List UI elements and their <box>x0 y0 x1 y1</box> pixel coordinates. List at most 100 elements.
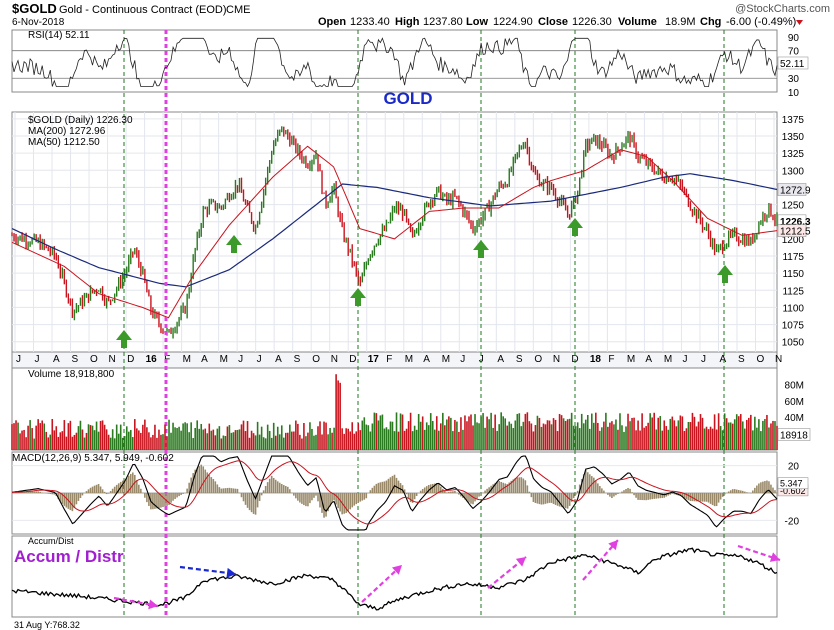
x-tick-label: S <box>294 354 301 365</box>
magenta-trend-arrow <box>361 564 403 603</box>
green-up-arrow-icon <box>116 330 132 348</box>
gold-annotation: GOLD <box>383 89 432 108</box>
open-label: Open <box>318 16 346 28</box>
rsi-tick-label: 10 <box>788 88 800 99</box>
volume-tick-label: 40M <box>785 413 804 424</box>
rsi-tick-label: 70 <box>788 47 800 58</box>
accum-distr-annotation: Accum / Distr <box>14 547 124 566</box>
close-label: Close <box>538 16 568 28</box>
price-legend-gold: $GOLD (Daily) 1226.30 <box>28 115 133 126</box>
watermark: @StockCharts.com <box>735 3 830 15</box>
x-tick-label: M <box>664 354 672 365</box>
magenta-trend-arrow-head-icon <box>391 565 402 575</box>
ma200-line <box>11 173 778 288</box>
x-tick-label: D <box>127 354 134 365</box>
x-tick-label: M <box>627 354 635 365</box>
macd-last-label: -0.602 <box>780 486 806 496</box>
chart-header: $GOLD Gold - Continuous Contract (EOD) C… <box>12 1 830 28</box>
volume-label: Volume <box>618 16 657 28</box>
x-tick-label: A <box>423 354 430 365</box>
volume-bars <box>11 374 778 450</box>
price-tick-label: 1375 <box>782 115 805 126</box>
chg-value: -6.00 (-0.49%) <box>726 16 796 28</box>
price-tick-label: 1250 <box>782 201 805 212</box>
bottom-readout: 31 Aug Y:768.32 <box>14 620 80 630</box>
x-tick-label: D <box>349 354 356 365</box>
last-value-label: 1212.5 <box>780 227 811 238</box>
rsi-last-label: 52.11 <box>780 59 805 70</box>
volume-tick-label: 60M <box>785 397 804 408</box>
high-label: High <box>395 16 420 28</box>
x-tick-label: M <box>405 354 413 365</box>
x-tick-label: J <box>701 354 706 365</box>
x-tick-label: S <box>72 354 79 365</box>
rsi-last-tag <box>777 56 809 70</box>
x-tick-label: A <box>497 354 504 365</box>
panel-ad <box>11 535 778 618</box>
x-tick-label: S <box>516 354 523 365</box>
price-tick-label: 1150 <box>782 269 804 280</box>
exchange-label: CME <box>226 4 250 16</box>
x-tick-label: N <box>775 354 782 365</box>
x-tick-label: O <box>534 354 542 365</box>
price-tick-label: 1350 <box>782 132 805 143</box>
high-value: 1237.80 <box>423 16 463 28</box>
x-tick-label: 16 <box>146 354 158 365</box>
macd-signal-line <box>12 460 778 525</box>
x-tick-label: N <box>553 354 560 365</box>
last-value-tag <box>777 224 807 237</box>
instrument-name: Gold - Continuous Contract (EOD) <box>59 4 227 16</box>
rsi-title: RSI(14) 52.11 <box>28 30 90 41</box>
x-tick-label: N <box>109 354 116 365</box>
panel-titles: RSI(14) 52.11 $GOLD (Daily) 1226.30 MA(2… <box>12 30 433 630</box>
chart-date: 6-Nov-2018 <box>12 17 65 28</box>
macd-histogram <box>13 464 778 518</box>
price-tick-label: 1325 <box>782 149 805 160</box>
green-up-arrow-icon <box>226 235 242 253</box>
volume-title: Volume 18,918,800 <box>28 369 115 380</box>
x-tick-label: F <box>386 354 392 365</box>
x-tick-label: A <box>201 354 208 365</box>
macd-last-label: 5.347 <box>780 479 803 489</box>
rsi-line <box>11 37 778 88</box>
x-tick-label: J <box>238 354 243 365</box>
price-tick-label: 1075 <box>782 321 805 332</box>
x-tick-label: O <box>90 354 98 365</box>
close-value: 1226.30 <box>572 16 612 28</box>
x-tick-label: M <box>442 354 450 365</box>
price-tick-label: 1100 <box>782 303 804 314</box>
price-legend-ma50: MA(50) 1212.50 <box>28 137 100 148</box>
chg-label: Chg <box>700 16 721 28</box>
price-tick-label: 1125 <box>782 286 804 297</box>
magenta-trend-arrow-head-icon <box>769 552 780 562</box>
x-tick-label: J <box>16 354 21 365</box>
macd-title: MACD(12,26,9) 5.347, 5.949, -0.602 <box>12 453 174 464</box>
x-tick-label: S <box>738 354 745 365</box>
x-tick-label: M <box>183 354 191 365</box>
green-up-arrow-icon <box>350 288 366 306</box>
x-tick-label: O <box>312 354 320 365</box>
panel-price <box>11 111 778 353</box>
x-tick-label: A <box>719 354 726 365</box>
x-tick-label: J <box>460 354 465 365</box>
x-tick-label: A <box>53 354 60 365</box>
volume-last-label: 18918 <box>780 431 808 442</box>
volume-tick-label: 80M <box>785 380 804 391</box>
down-triangle-icon <box>796 20 803 25</box>
open-value: 1233.40 <box>350 16 390 28</box>
green-up-arrow-icon <box>567 218 583 236</box>
x-tick-label: J <box>257 354 262 365</box>
volume-value: 18.9M <box>665 16 696 28</box>
green-up-arrow-icon <box>717 265 733 283</box>
x-tick-label: J <box>35 354 40 365</box>
x-tick-label: J <box>682 354 687 365</box>
x-tick-label: F <box>608 354 614 365</box>
last-value-tag <box>777 183 807 196</box>
symbol-label: $GOLD <box>12 1 57 16</box>
rsi-tick-label: 90 <box>788 33 800 44</box>
ma50-line <box>11 145 778 319</box>
price-tick-label: 1200 <box>782 235 805 246</box>
x-tick-label: A <box>645 354 652 365</box>
magenta-trend-arrow-head-icon <box>148 599 158 610</box>
macd-line <box>11 455 778 531</box>
